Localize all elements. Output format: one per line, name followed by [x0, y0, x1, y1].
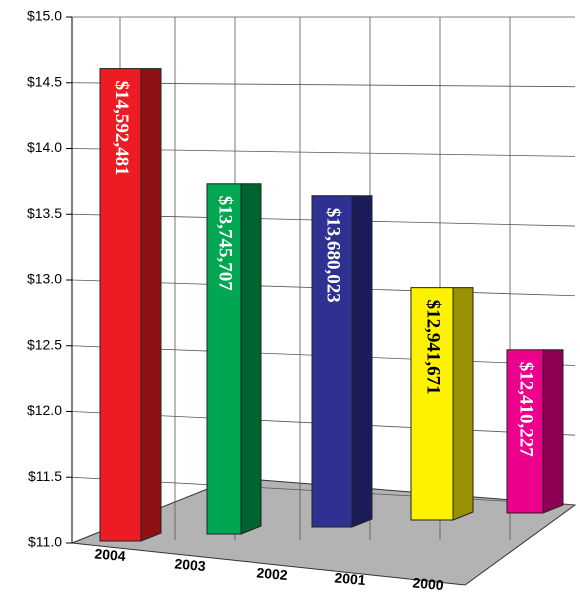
value-label: $12,410,227 — [516, 362, 537, 458]
bar — [311, 195, 353, 528]
y-tick-label: $15.0 — [27, 8, 62, 24]
value-label: $12,941,671 — [423, 300, 444, 395]
bar — [99, 68, 142, 542]
bar — [506, 349, 544, 514]
y-tick-label: $14.5 — [27, 73, 62, 89]
y-tick-label: $11.0 — [28, 534, 62, 550]
y-tick-label: $13.5 — [27, 205, 62, 221]
bar-side — [240, 183, 262, 535]
y-tick-label: $13.0 — [27, 271, 62, 287]
y-tick-label: $14.0 — [27, 139, 62, 155]
value-label: $13,745,707 — [215, 196, 236, 292]
y-tick-label: $12.5 — [27, 336, 62, 352]
bar-side — [351, 195, 373, 528]
x-tick-label: 2002 — [256, 564, 289, 583]
bar — [410, 287, 454, 521]
x-tick-label: 2003 — [174, 555, 207, 574]
y-tick-label: $12.0 — [27, 402, 62, 418]
x-tick-label: 2001 — [334, 569, 367, 588]
value-label: $14,592,481 — [111, 81, 132, 176]
bar-side — [140, 68, 162, 542]
y-tick-label: $11.5 — [28, 468, 62, 484]
value-label: $13,680,023 — [323, 208, 344, 303]
bar-side — [542, 349, 564, 514]
x-tick-label: 2000 — [412, 574, 445, 592]
x-tick-label: 2004 — [94, 545, 127, 564]
bar-side — [452, 287, 474, 521]
bar — [206, 183, 242, 535]
